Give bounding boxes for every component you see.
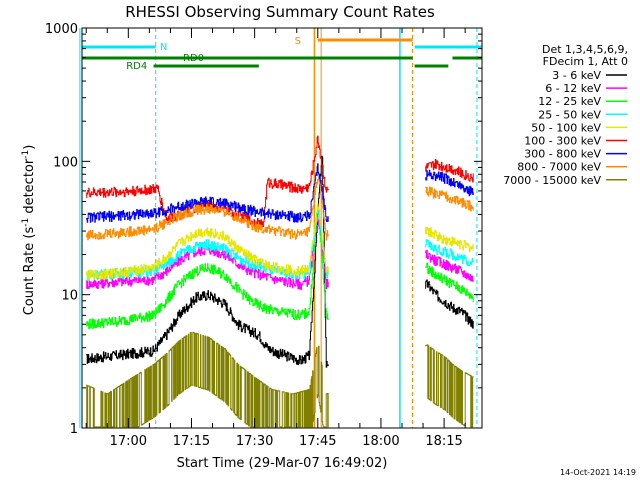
x-axis-label: Start Time (29-Mar-07 16:49:02) [177, 456, 388, 471]
series-300to800keV-line [86, 163, 329, 223]
legend: Det 1,3,4,5,6,9,FDecim 1, Att 03 - 6 keV… [503, 43, 628, 187]
series-12to25keV-line [425, 262, 474, 303]
series-300to800keV-line [425, 169, 474, 197]
series-800to7000keV-line [86, 178, 329, 241]
legend-entry-label: 3 - 6 keV [552, 69, 601, 82]
series-3to6keV-line [86, 155, 329, 368]
series-50to100keV-line [86, 203, 329, 281]
y-tick-label: 1000 [45, 22, 78, 37]
series-7000to15000keV-line [425, 344, 474, 428]
annotation-label-n: N [160, 42, 167, 53]
series-800to7000keV-line [425, 186, 474, 212]
x-tick-label: 17:00 [110, 434, 147, 449]
annotation-label-rd0: RD0 [183, 53, 204, 64]
footer-timestamp: 14-Oct-2021 14:19 [560, 468, 636, 477]
series-100to300keV-line [86, 135, 329, 230]
x-tick-label: 17:30 [236, 434, 273, 449]
legend-entry-label: 50 - 100 keV [531, 121, 601, 134]
series-50to100keV-line [425, 226, 474, 253]
legend-entry-label: 25 - 50 keV [538, 108, 601, 121]
plot-area: N S RD0 RD4 [79, 28, 482, 428]
series-12to25keV-line [86, 205, 329, 330]
legend-header: FDecim 1, Att 0 [543, 55, 628, 68]
y-axis: 1 10 100 1000 [45, 22, 482, 437]
series-6to12keV-line [425, 249, 474, 282]
annotation-label-s: S [295, 36, 301, 47]
y-tick-label: 1 [70, 422, 78, 437]
x-tick-label: 18:15 [425, 434, 462, 449]
y-axis-label: Count Rate (s-1 detector-1) [21, 145, 37, 316]
series-100to300keV-line [425, 159, 474, 183]
chart-title: RHESSI Observing Summary Count Rates [125, 3, 435, 21]
x-axis: 17:00 17:15 17:30 17:45 18:00 18:15 [85, 28, 466, 449]
x-tick-label: 17:45 [299, 434, 336, 449]
series-7000to15000keV-line [86, 331, 329, 428]
series-3to6keV-line [425, 279, 474, 329]
plot-frame [81, 27, 483, 429]
x-tick-label: 17:15 [173, 434, 210, 449]
legend-entry-label: 100 - 300 keV [524, 135, 601, 148]
legend-entry-label: 12 - 25 keV [538, 95, 601, 108]
legend-entry-label: 6 - 12 keV [545, 82, 601, 95]
series-25to50keV-line [425, 239, 474, 267]
legend-entry-label: 300 - 800 keV [524, 148, 601, 161]
legend-entry-label: 800 - 7000 keV [517, 161, 601, 174]
y-tick-label: 100 [53, 155, 78, 170]
legend-entry-label: 7000 - 15000 keV [503, 174, 601, 187]
x-tick-label: 18:00 [362, 434, 399, 449]
annotation-label-rd4: RD4 [126, 61, 147, 72]
legend-header: Det 1,3,4,5,6,9, [542, 43, 628, 56]
y-tick-label: 10 [61, 289, 78, 304]
